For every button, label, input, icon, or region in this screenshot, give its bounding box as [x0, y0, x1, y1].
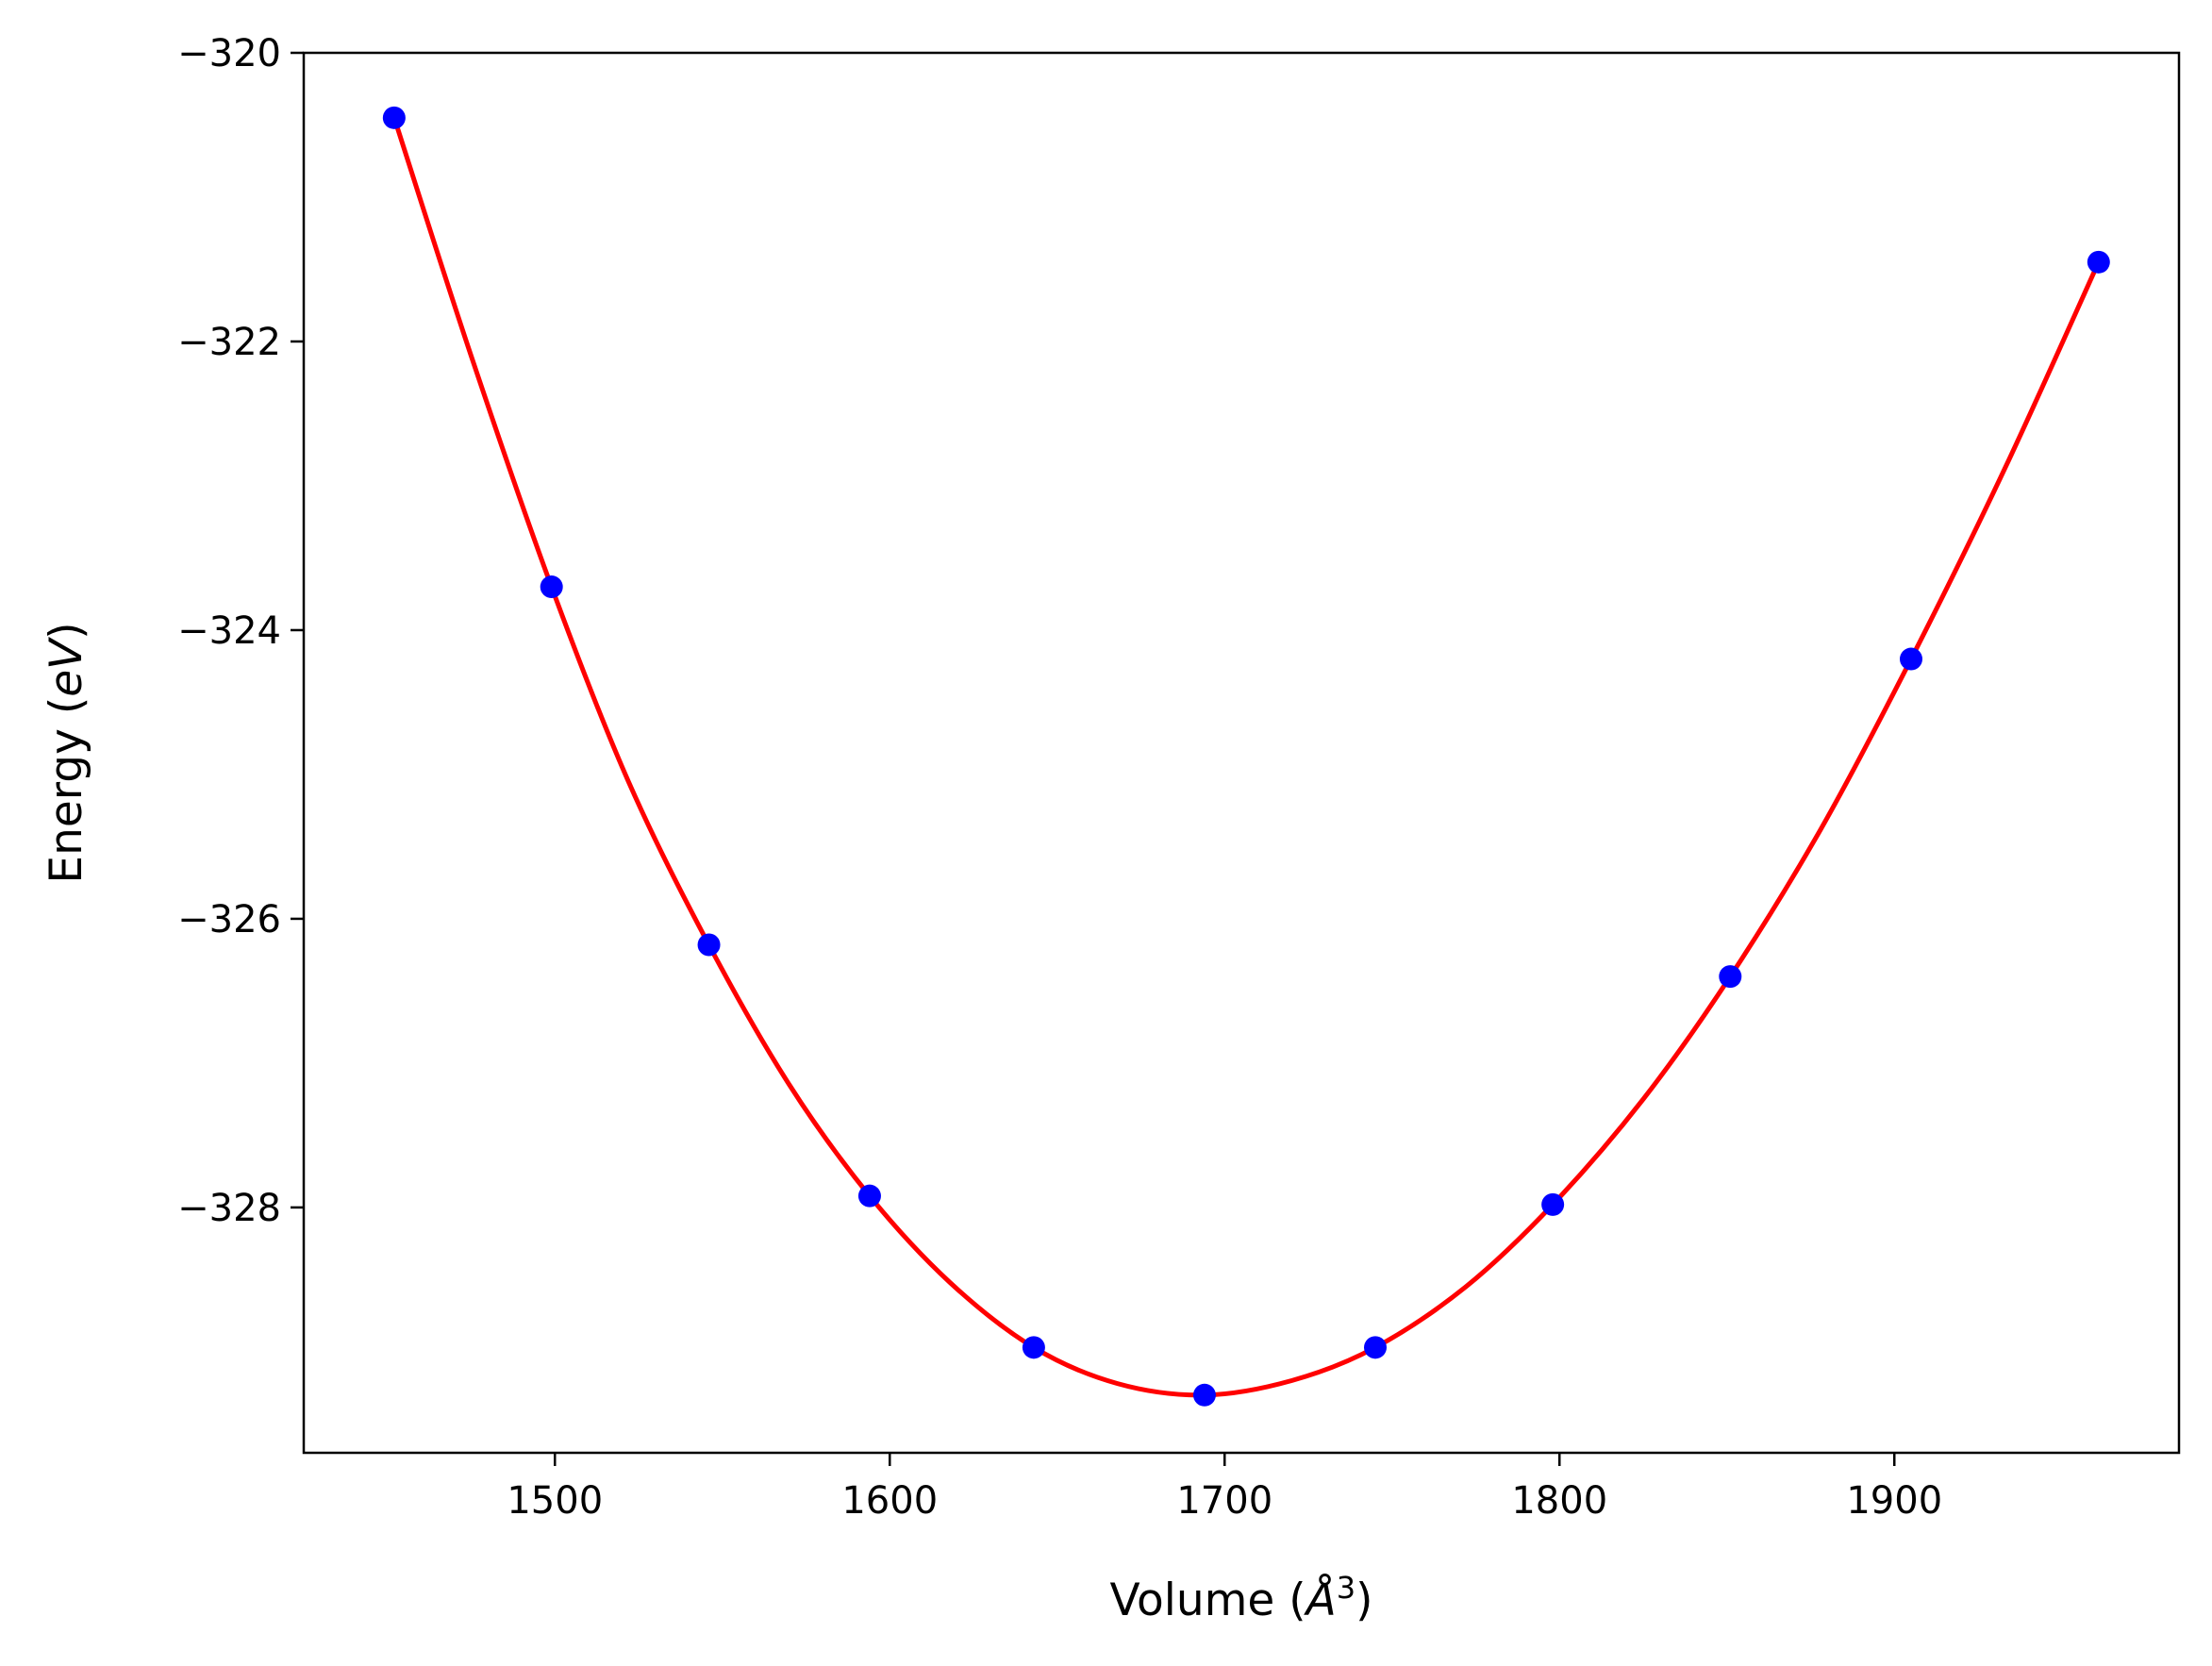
plot-area: [304, 53, 2179, 1453]
data-point: [1900, 647, 1922, 671]
data-point: [1719, 965, 1742, 989]
x-tick-label: 1500: [507, 1479, 603, 1523]
x-tick-label: 1900: [1846, 1479, 1942, 1523]
y-tick-label: −326: [177, 898, 281, 941]
y-axis-ticks: −320 −322 −324 −326 −328: [177, 32, 304, 1230]
data-point: [540, 575, 563, 599]
data-point: [1022, 1336, 1045, 1359]
x-tick-label: 1700: [1176, 1479, 1272, 1523]
data-point: [382, 106, 406, 129]
x-axis-ticks: 1500 1600 1700 1800 1900: [507, 1453, 1942, 1523]
data-point: [1541, 1192, 1565, 1216]
x-tick-label: 1800: [1511, 1479, 1607, 1523]
data-points-layer: [382, 106, 2110, 1407]
y-tick-label: −328: [177, 1187, 281, 1230]
data-point: [1192, 1383, 1216, 1407]
data-point: [697, 933, 721, 957]
y-tick-label: −324: [177, 609, 281, 653]
data-point: [1364, 1336, 1387, 1359]
x-axis-title: Volume (Å3): [1110, 1570, 1373, 1626]
y-axis-title: Energy (eV): [41, 622, 92, 883]
data-point: [2087, 250, 2110, 274]
plot-frame: [302, 51, 2181, 1455]
y-tick-label: −320: [177, 32, 281, 75]
y-tick-label: −322: [177, 321, 281, 364]
x-tick-label: 1600: [841, 1479, 938, 1523]
data-point: [857, 1184, 881, 1208]
